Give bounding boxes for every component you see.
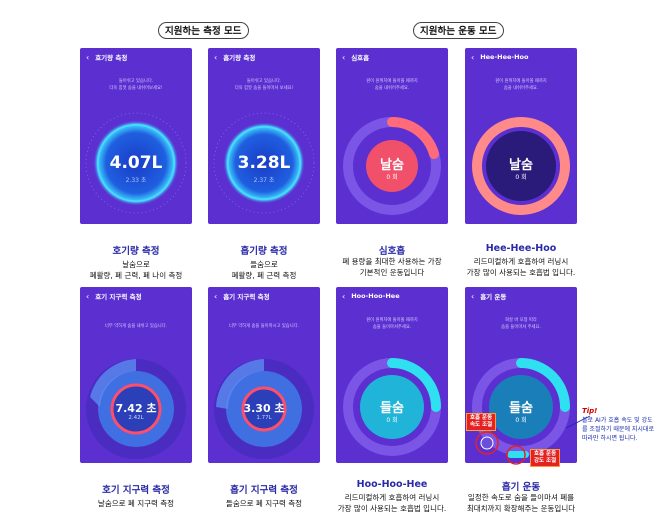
tip-box: Tip! 블로 AI가 호흡 속도 및 강도를 조절하기 때문에 지시대로 따라… xyxy=(582,407,658,443)
screen-title: Hoo-Hoo-Hee xyxy=(351,292,400,300)
back-icon[interactable]: ‹ xyxy=(471,291,475,301)
screen-exhale-volume: ‹ 흡기량 측정 들이쉬고 있습니다. 더욱 힘껏 숨을 들이마셔 보세요! 3.… xyxy=(208,48,320,224)
caption-title-deep-breath: 심호흡 xyxy=(378,246,406,257)
volume-gauge xyxy=(85,112,187,214)
caption-title-inhale-volume: 호기량 측정 xyxy=(112,246,160,257)
back-icon[interactable]: ‹ xyxy=(342,52,346,62)
tip-text: 블로 AI가 호흡 속도 및 강도를 조절하기 때문에 지시대로 따라만 하시면… xyxy=(582,417,654,442)
screen-title: 흡기 운동 xyxy=(480,293,507,301)
screen-hoo-hoo-hee: ‹ Hoo-Hoo-Hee 원이 원위치에 돌아올 때까지 숨을 들이마셔주세요.… xyxy=(336,287,448,463)
instruction-text: 원이 원위치에 돌아올 때까지 숨을 들이마셔주세요. xyxy=(366,318,418,330)
breath-ring xyxy=(343,358,441,456)
caption-desc-hee-hee-hoo: 리드미컬하게 호흡하여 러닝시 가장 많이 사용되는 호흡법 입니다. xyxy=(466,257,576,277)
instruction-text: 들이쉬고 있습니다. 더욱 힘껏 숨을 내쉬어보세요! xyxy=(109,79,163,91)
breath-count: 0 회 xyxy=(386,417,398,424)
screen-inhale-endurance: ‹ 흡기 지구력 측정 너무 약하게 숨을 들이마시고 있습니다. 3.30 초 … xyxy=(208,287,320,463)
caption-desc-exhale-endurance: 날숨으로 폐 지구력 측정 xyxy=(97,499,175,508)
screen-title: 호기 지구력 측정 xyxy=(95,293,142,301)
screen-inhale-exercise: ‹ 흡기 운동 화살 바 모형 따라 숨을 들이마셔 주세요. 들숨 0 회 xyxy=(465,287,577,463)
measured-sub: 2.37 초 xyxy=(253,177,275,184)
endurance-gauge xyxy=(86,359,186,459)
endurance-time: 7.42 초 xyxy=(115,402,157,415)
screen-title: 흡기 지구력 측정 xyxy=(223,293,270,301)
screen-title: 흡기량 측정 xyxy=(223,54,256,62)
instruction-text: 원이 원위치에 돌아올 때까지 숨을 내쉬어주세요. xyxy=(366,79,418,91)
caption-title-exhale-volume: 흡기량 측정 xyxy=(240,246,288,257)
caption-desc-hoo-hoo-hee: 리드미컬하게 호흡하여 러닝시 가장 많이 사용되는 호흡법 입니다. xyxy=(337,493,447,513)
endurance-volume: 2.42L xyxy=(128,415,144,421)
instruction-text: 너무 약하게 숨을 내쉬고 있습니다. xyxy=(104,324,168,329)
caption-title-hee-hee-hoo: Hee-Hee-Hoo xyxy=(485,243,557,254)
tip-title: Tip! xyxy=(582,407,598,415)
caption-title-exhale-endurance: 호기 지구력 측정 xyxy=(102,485,170,496)
screen-inhale-volume: ‹ 호기량 측정 들이쉬고 있습니다. 더욱 힘껏 숨을 내쉬어보세요! 4.07… xyxy=(80,48,192,224)
screen-hee-hee-hoo: ‹ Hee-Hee-Hoo 원이 원위치에 돌아올 때까지 숨을 내쉬어주세요. … xyxy=(465,48,577,224)
screen-title: 심호흡 xyxy=(351,54,370,62)
section-label-exercise: 지원하는 운동 모드 xyxy=(413,22,504,39)
caption-desc-exhale-volume: 들숨으로 폐활량, 폐 근력 측정 xyxy=(231,260,297,280)
endurance-volume: 1.77L xyxy=(256,415,272,421)
endurance-gauge xyxy=(214,359,314,459)
instruction-text: 화살 바 모형 따라 숨을 들이마셔 주세요. xyxy=(501,318,541,330)
breath-count: 0 회 xyxy=(386,174,398,181)
callout-speed-control: 호흡 운동 속도 조절 xyxy=(466,413,497,431)
breath-phase: 들숨 xyxy=(509,401,533,416)
back-icon[interactable]: ‹ xyxy=(214,52,218,62)
measured-sub: 2.33 초 xyxy=(125,177,147,184)
back-icon[interactable]: ‹ xyxy=(86,52,90,62)
screen-deep-breath: ‹ 심호흡 원이 원위치에 돌아올 때까지 숨을 내쉬어주세요. 날숨 0 회 xyxy=(336,48,448,224)
breath-phase: 날숨 xyxy=(509,158,533,173)
section-label-measure: 지원하는 측정 모드 xyxy=(158,22,249,39)
back-icon[interactable]: ‹ xyxy=(471,52,475,62)
measured-value: 4.07L xyxy=(109,153,163,173)
caption-desc-deep-breath: 폐 용량을 최대한 사용하는 가장 기본적인 운동입니다 xyxy=(342,257,442,277)
caption-desc-inhale-exercise: 일정한 속도로 숨을 들이마셔 폐를 최대치까지 확장해주는 운동입니다 xyxy=(466,493,576,513)
breath-phase: 날숨 xyxy=(380,158,404,173)
screen-exhale-endurance: ‹ 호기 지구력 측정 너무 약하게 숨을 내쉬고 있습니다. 7.42 초 2.… xyxy=(80,287,192,463)
back-icon[interactable]: ‹ xyxy=(86,291,90,301)
back-icon[interactable]: ‹ xyxy=(342,291,346,301)
endurance-time: 3.30 초 xyxy=(243,402,285,415)
breath-phase: 들숨 xyxy=(380,401,404,416)
breath-count: 0 회 xyxy=(515,174,527,181)
screen-title: 호기량 측정 xyxy=(95,54,128,62)
breath-ring xyxy=(343,117,441,215)
caption-desc-inhale-endurance: 들숨으로 폐 지구력 측정 xyxy=(225,499,303,508)
caption-title-inhale-exercise: 흡기 운동 xyxy=(501,482,541,493)
callout-strength-control: 호흡 운동 강도 조절 xyxy=(530,449,561,467)
caption-title-inhale-endurance: 흡기 지구력 측정 xyxy=(230,485,298,496)
breath-count: 0 회 xyxy=(515,417,527,424)
instruction-text: 너무 약하게 숨을 들이마시고 있습니다. xyxy=(228,324,300,329)
back-icon[interactable]: ‹ xyxy=(214,291,218,301)
measured-value: 3.28L xyxy=(237,153,291,173)
volume-gauge xyxy=(213,112,315,214)
caption-desc-inhale-volume: 날숨으로 폐활량, 폐 근력, 폐 나이 측정 xyxy=(89,260,183,280)
breath-ring xyxy=(472,117,570,215)
instruction-text: 들이쉬고 있습니다. 더욱 힘껏 숨을 들이마셔 보세요! xyxy=(234,79,294,91)
screen-title: Hee-Hee-Hoo xyxy=(480,53,529,61)
caption-title-hoo-hoo-hee: Hoo-Hoo-Hee xyxy=(356,479,428,490)
instruction-text: 원이 원위치에 돌아올 때까지 숨을 내쉬어주세요. xyxy=(495,79,547,91)
breath-ring xyxy=(472,358,570,458)
